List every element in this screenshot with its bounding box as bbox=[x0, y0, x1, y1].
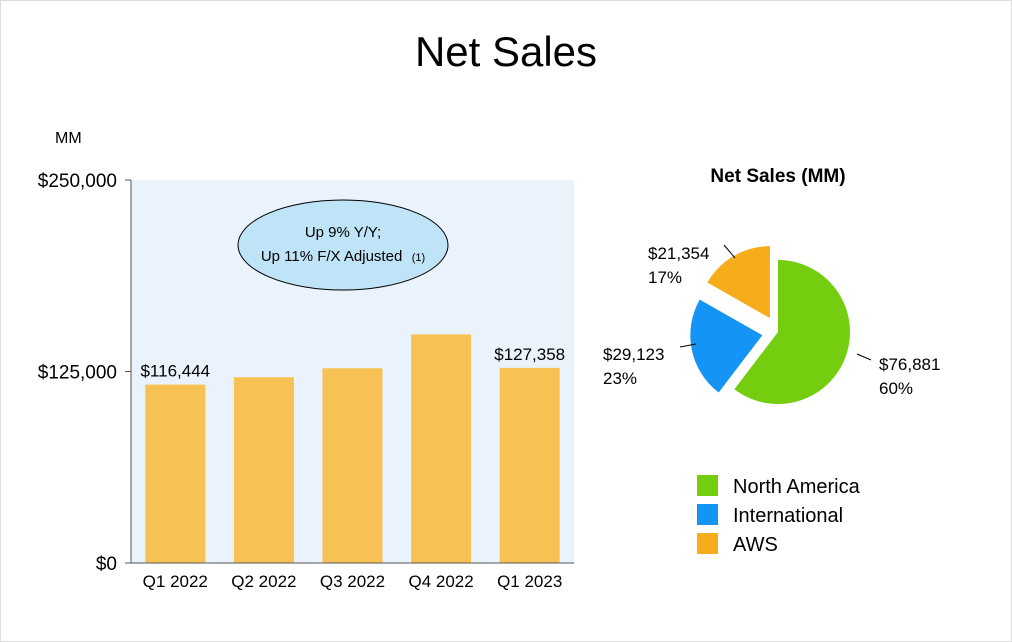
annotation-line-1: Up 9% Y/Y; bbox=[305, 224, 381, 241]
pie-label-north-america-percent: 60% bbox=[879, 379, 913, 398]
bar-q2-2022 bbox=[233, 377, 294, 563]
bar-q1-2023 bbox=[499, 367, 560, 563]
pie-slice-north-america bbox=[734, 260, 851, 405]
x-axis-labels: Q1 2022 Q2 2022 Q3 2022 Q4 2022 Q1 2023 bbox=[143, 572, 563, 591]
y-unit-label: MM bbox=[55, 130, 82, 147]
pie-title: Net Sales (MM) bbox=[710, 166, 845, 187]
pie-label-international-percent: 23% bbox=[603, 369, 637, 388]
annotation-line-2-text: Up 11% F/X Adjusted bbox=[261, 248, 402, 265]
bar-q4-2022 bbox=[411, 334, 472, 563]
bar-data-labels: $116,444 $127,358 bbox=[140, 345, 565, 381]
pie-leader-aws bbox=[723, 244, 736, 259]
pie-slice-international bbox=[690, 299, 763, 393]
bar-data-label: $127,358 bbox=[494, 345, 565, 364]
pie-leader-international bbox=[679, 343, 697, 348]
pie-slices bbox=[690, 246, 851, 405]
annotation-line-2: Up 11% F/X Adjusted (1) bbox=[261, 248, 425, 265]
pie-label-north-america-value: $76,881 bbox=[879, 355, 940, 374]
x-tick-label: Q1 2022 bbox=[143, 572, 208, 591]
pie-label-aws-value: $21,354 bbox=[648, 244, 709, 263]
legend-label-aws: AWS bbox=[733, 534, 778, 556]
bar-q3-2022 bbox=[322, 368, 383, 563]
legend-label-international: International bbox=[733, 505, 843, 527]
pie-label-aws-percent: 17% bbox=[648, 268, 682, 287]
x-tick-label: Q2 2022 bbox=[231, 572, 296, 591]
bar-group bbox=[145, 334, 560, 563]
bar-q1-2022 bbox=[145, 384, 206, 563]
legend-swatch-north-america bbox=[697, 475, 718, 496]
x-tick-label: Q4 2022 bbox=[408, 572, 473, 591]
legend-swatch-international bbox=[697, 504, 718, 525]
pie-label-international-value: $29,123 bbox=[603, 345, 664, 364]
x-tick-label: Q3 2022 bbox=[320, 572, 385, 591]
y-tick-label: $125,000 bbox=[38, 363, 117, 384]
bar-data-label: $116,444 bbox=[140, 362, 210, 381]
y-tick-label: $0 bbox=[96, 554, 117, 575]
legend-label-north-america: North America bbox=[733, 476, 861, 498]
page-title: Net Sales bbox=[414, 28, 598, 75]
x-tick-label: Q1 2023 bbox=[497, 572, 562, 591]
annotation-footnote: (1) bbox=[412, 252, 425, 264]
annotation-callout bbox=[237, 199, 449, 291]
pie-slice-aws bbox=[707, 246, 770, 319]
y-tick-label: $250,000 bbox=[38, 171, 117, 192]
y-axis-ticks: $0 $125,000 $250,000 bbox=[38, 171, 131, 575]
pie-leader-north-america bbox=[856, 353, 872, 361]
legend-swatch-aws bbox=[697, 533, 718, 554]
